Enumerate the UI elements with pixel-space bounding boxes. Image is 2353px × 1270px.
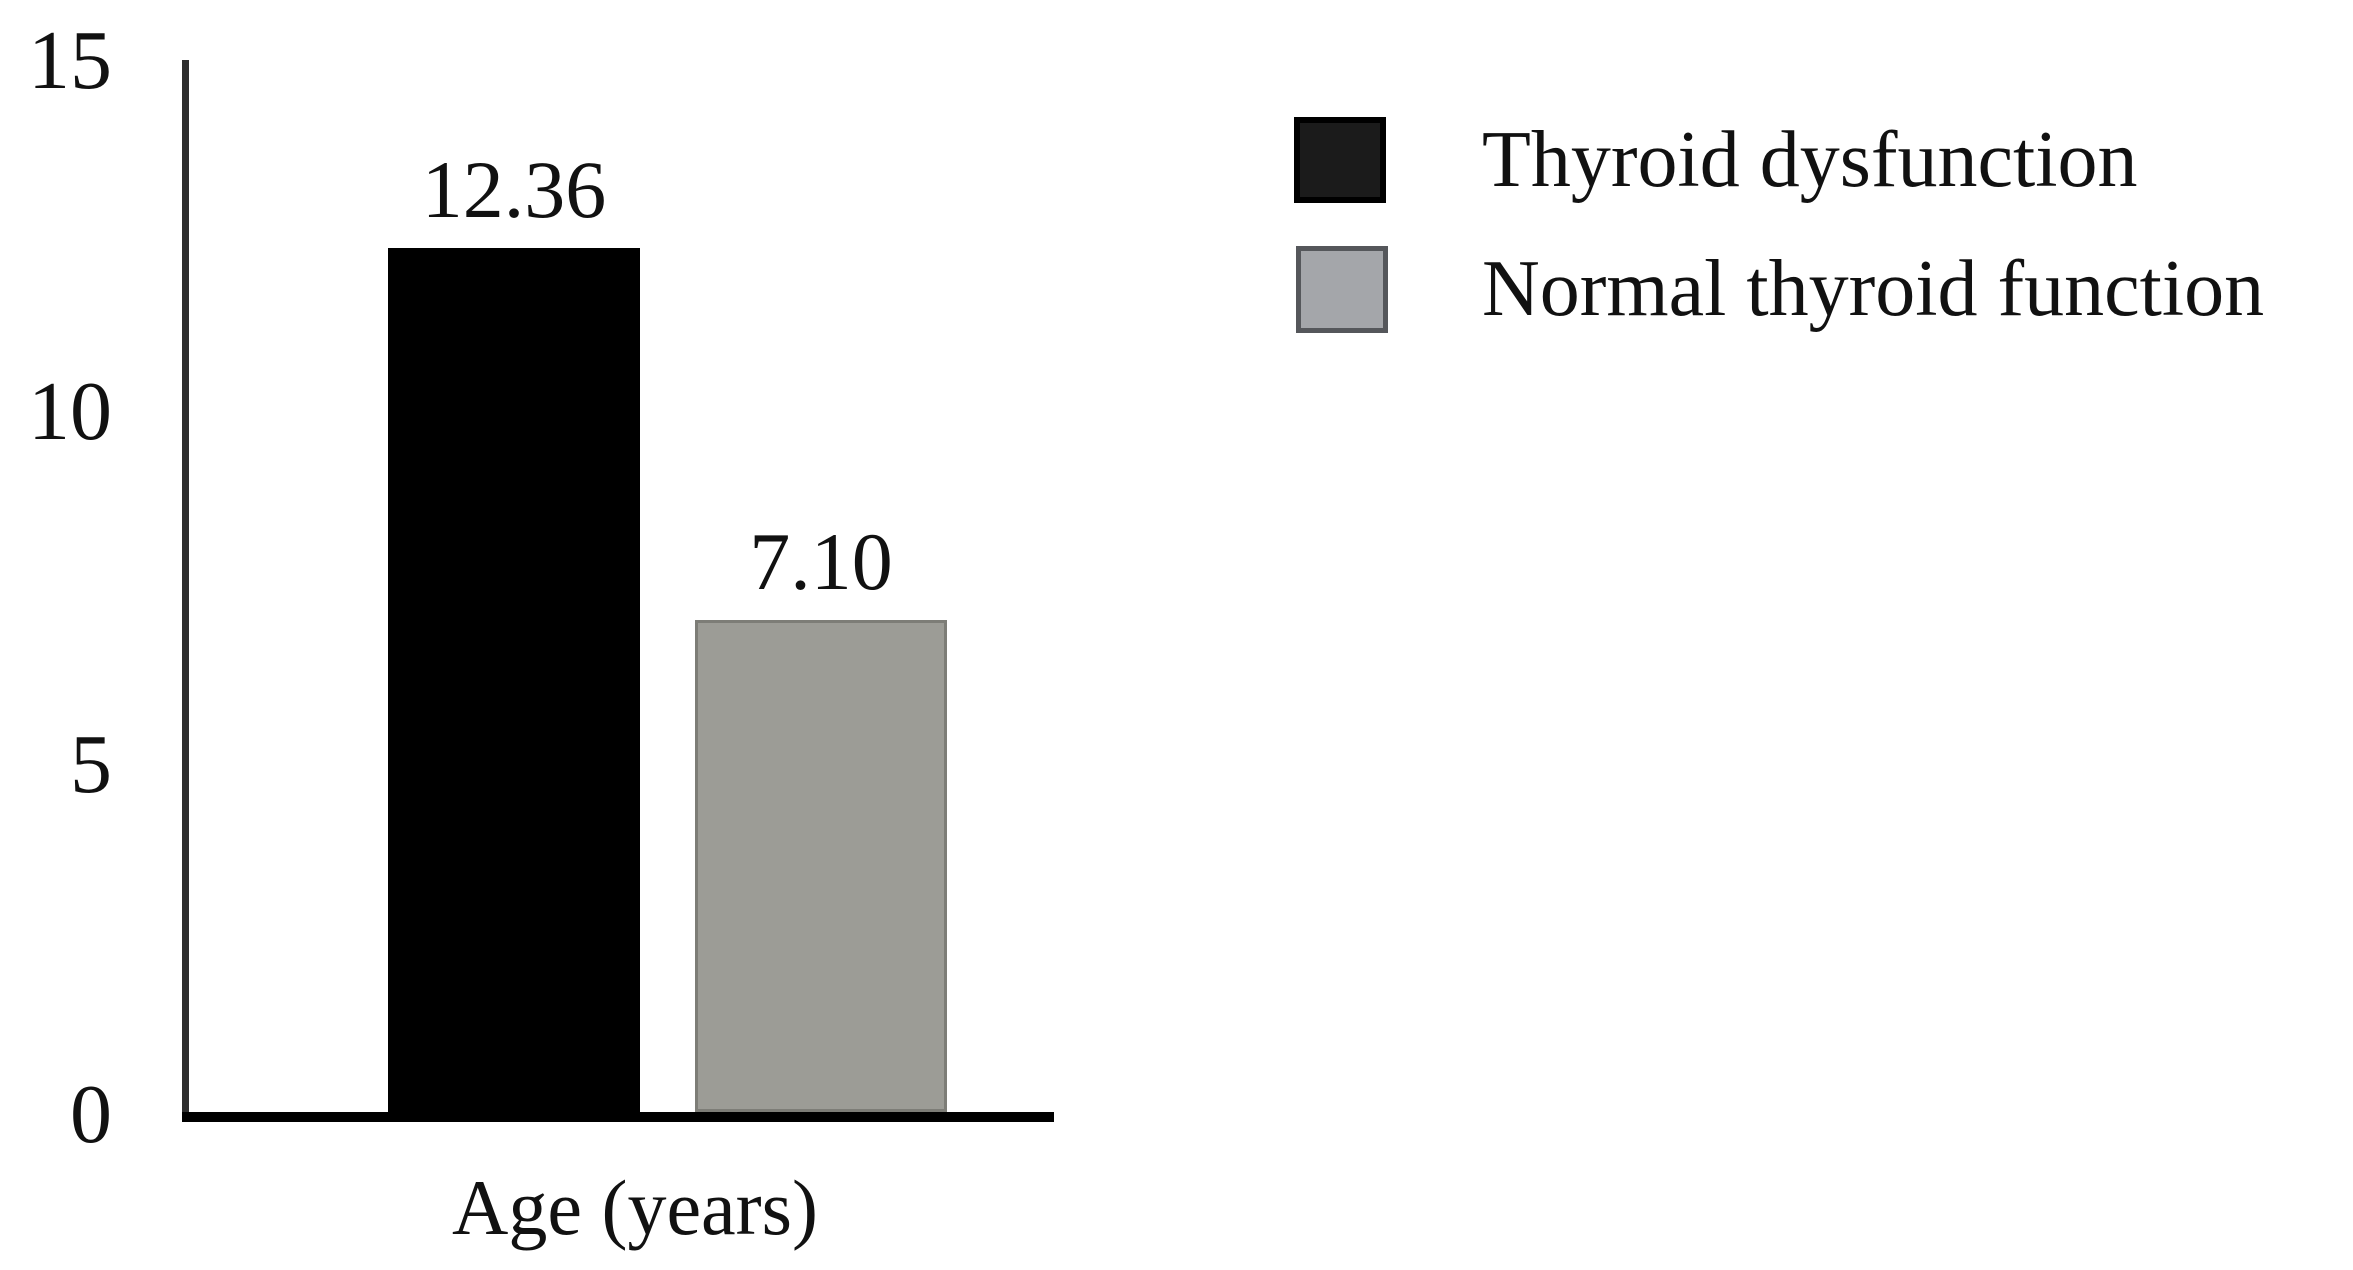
x-axis-line — [182, 1112, 1054, 1122]
y-axis-line — [182, 60, 189, 1122]
bar-thyroid-dysfunction — [388, 248, 640, 1112]
legend-swatch-black-icon — [1294, 117, 1386, 203]
bar-normal-thyroid-function — [695, 620, 947, 1112]
x-axis-title: Age (years) — [452, 1164, 818, 1251]
y-tick-label-5: 5 — [70, 718, 112, 811]
legend-label: Thyroid dysfunction — [1482, 116, 2138, 204]
y-tick-label-0: 0 — [70, 1068, 112, 1161]
legend-label: Normal thyroid function — [1482, 245, 2265, 333]
bar-value-label-thyroid-dysfunction: 12.36 — [421, 144, 607, 235]
y-tick-label-15: 15 — [28, 14, 112, 107]
y-tick-label-10: 10 — [28, 365, 112, 458]
bar-value-label-normal-thyroid-function: 7.10 — [749, 516, 893, 607]
legend-swatch-gray-icon — [1296, 246, 1388, 333]
